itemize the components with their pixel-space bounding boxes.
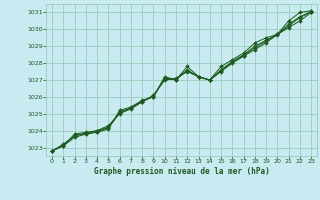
X-axis label: Graphe pression niveau de la mer (hPa): Graphe pression niveau de la mer (hPa) <box>94 167 269 176</box>
